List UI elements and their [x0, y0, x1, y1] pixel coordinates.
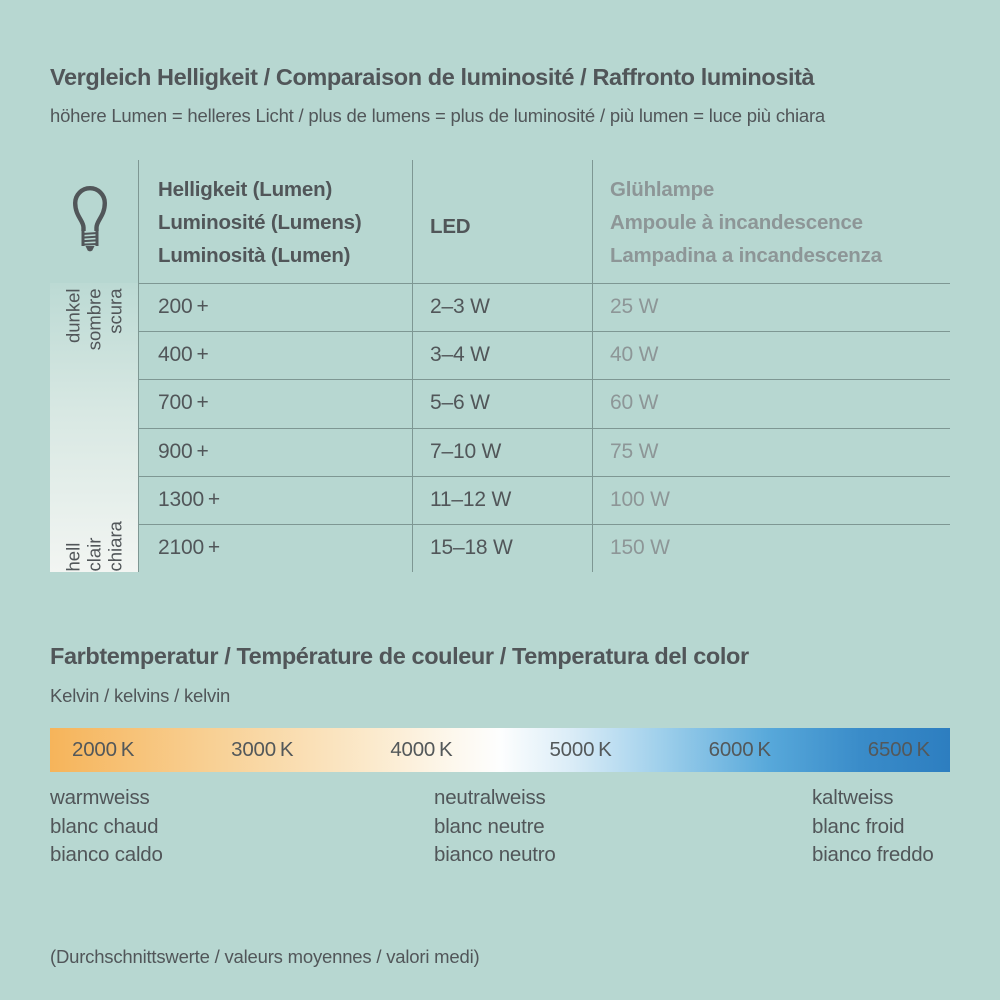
- led-watt-value: 11–12 W: [430, 488, 512, 511]
- table-row: 400 + 3–4 W 40 W: [50, 331, 950, 379]
- led-watt-value: 7–10 W: [430, 440, 502, 463]
- kelvin-tick-label: 4000 K: [390, 738, 453, 761]
- kelvin-tick-label: 3000 K: [231, 738, 294, 761]
- table-row: 700 + 5–6 W 60 W: [50, 379, 950, 427]
- led-watt-value: 5–6 W: [430, 391, 490, 414]
- table-row: 900 + 7–10 W 75 W: [50, 428, 950, 476]
- column-header-lumen: Helligkeit (Lumen) Luminosité (Lumens) L…: [158, 173, 362, 272]
- header-incandescent-line: Ampoule à incandescence: [610, 211, 863, 234]
- table-divider-horizontal: [138, 476, 950, 477]
- warm-white-line: warmweiss: [50, 786, 150, 809]
- lumen-value: 700 +: [158, 391, 209, 414]
- neutral-white-label: neutralweiss blanc neutre bianco neutro: [434, 784, 556, 870]
- table-divider-vertical: [412, 160, 413, 572]
- incandescent-watt-value: 25 W: [610, 295, 659, 318]
- cold-white-line: blanc froid: [812, 814, 905, 838]
- kelvin-tick-label: 2000 K: [72, 738, 135, 761]
- incandescent-watt-value: 150 W: [610, 536, 670, 559]
- table-divider-horizontal: [138, 283, 950, 284]
- brightness-scale-strip: dunkel sombre scura hell clair chiara: [50, 283, 138, 572]
- lumen-value: 900 +: [158, 440, 209, 463]
- neutral-white-line: blanc neutre: [434, 814, 545, 838]
- column-header-incandescent: Glühlampe Ampoule à incandescence Lampad…: [610, 173, 882, 272]
- lumen-value: 2100 +: [158, 536, 220, 559]
- kelvin-tick-label: 5000 K: [549, 738, 612, 761]
- table-divider-horizontal: [138, 379, 950, 380]
- lumen-value: 400 +: [158, 343, 209, 366]
- brightness-table: dunkel sombre scura hell clair chiara: [50, 160, 950, 572]
- column-header-led: LED: [430, 215, 471, 238]
- lumen-value: 1300 +: [158, 488, 220, 511]
- warm-white-line: bianco caldo: [50, 843, 163, 866]
- table-row: 2100 + 15–18 W 150 W: [50, 524, 950, 572]
- kelvin-tick-label: 6500 K: [867, 738, 930, 761]
- incandescent-watt-value: 40 W: [610, 343, 659, 366]
- table-row: 1300 + 11–12 W 100 W: [50, 476, 950, 524]
- temperature-title: Farbtemperatur / Température de couleur …: [50, 643, 749, 669]
- table-row: 200 + 2–3 W 25 W: [50, 283, 950, 331]
- table-divider-horizontal: [138, 331, 950, 332]
- neutral-white-line: neutralweiss: [434, 786, 546, 809]
- warm-white-label: warmweiss blanc chaud bianco caldo: [50, 784, 163, 870]
- table-divider-horizontal: [138, 428, 950, 429]
- kelvin-tick-label: 6000 K: [708, 738, 771, 761]
- lumen-value: 200 +: [158, 295, 209, 318]
- led-watt-value: 3–4 W: [430, 343, 490, 366]
- brightness-title: Vergleich Helligkeit / Comparaison de lu…: [50, 64, 815, 90]
- cold-white-label: kaltweiss blanc froid bianco freddo: [812, 784, 934, 870]
- header-lumen-line: Helligkeit (Lumen): [158, 178, 333, 201]
- incandescent-watt-value: 60 W: [610, 391, 659, 414]
- header-incandescent-line: Glühlampe: [610, 178, 715, 201]
- header-incandescent-line: Lampadina a incandescenza: [610, 244, 882, 267]
- kelvin-gradient-bar: 2000 K 3000 K 4000 K 5000 K 6000 K 6500 …: [50, 728, 950, 772]
- cold-white-line: kaltweiss: [812, 786, 894, 809]
- cold-white-line: bianco freddo: [812, 843, 934, 866]
- table-divider-vertical: [138, 160, 139, 572]
- led-watt-value: 15–18 W: [430, 536, 513, 559]
- led-watt-value: 2–3 W: [430, 295, 490, 318]
- neutral-white-line: bianco neutro: [434, 843, 556, 866]
- header-lumen-line: Luminosità (Lumen): [158, 244, 351, 267]
- incandescent-watt-value: 100 W: [610, 488, 670, 511]
- header-lumen-line: Luminosité (Lumens): [158, 211, 362, 234]
- table-divider-vertical: [592, 160, 593, 572]
- table-divider-horizontal: [138, 524, 950, 525]
- temperature-subtitle: Kelvin / kelvins / kelvin: [50, 685, 231, 706]
- incandescent-watt-value: 75 W: [610, 440, 659, 463]
- light-bulb-icon: [72, 186, 108, 252]
- warm-white-line: blanc chaud: [50, 814, 159, 838]
- average-values-note: (Durchschnittswerte / valeurs moyennes /…: [50, 946, 480, 967]
- brightness-subtitle: höhere Lumen = helleres Licht / plus de …: [50, 105, 826, 126]
